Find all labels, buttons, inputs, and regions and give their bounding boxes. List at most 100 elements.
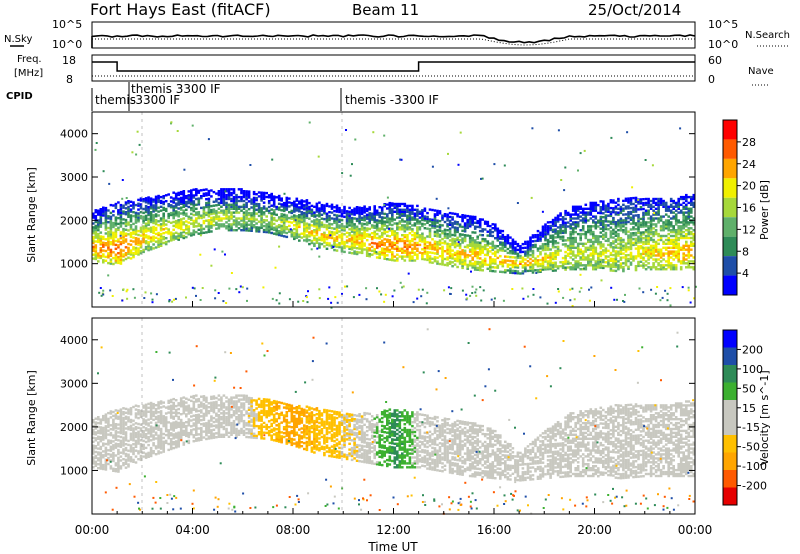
echo-cell	[132, 201, 135, 204]
echo-cell	[418, 222, 422, 225]
echo-cell	[388, 240, 392, 244]
echo-cell	[483, 238, 487, 241]
echo-cell	[456, 250, 459, 253]
colorbar-segment	[723, 236, 737, 257]
echo-cell	[687, 250, 691, 253]
echo-cell	[569, 256, 572, 259]
echo-cell	[227, 207, 231, 210]
echo-cell	[388, 201, 392, 205]
echo-cell	[674, 201, 678, 205]
echo-cell	[159, 195, 163, 199]
echo-cell	[388, 223, 392, 226]
echo-cell	[270, 212, 273, 215]
echo-cell	[659, 234, 663, 238]
echo-cell	[129, 227, 133, 231]
echo-cell	[438, 239, 442, 242]
echo-cell	[597, 242, 600, 246]
echo-cell	[315, 208, 319, 211]
echo-cell	[320, 237, 324, 240]
echo-cell	[137, 241, 140, 244]
echo-cell	[338, 208, 341, 212]
echo-cell	[571, 223, 575, 226]
echo-cell	[644, 268, 648, 271]
echo-cell	[368, 219, 371, 223]
echo-cell	[370, 212, 374, 215]
echo-cell	[544, 227, 547, 230]
echo-cell	[227, 188, 231, 191]
echo-cell	[380, 239, 384, 242]
echo-cell	[144, 218, 148, 221]
echo-cell	[149, 197, 153, 200]
echo-cell	[624, 260, 628, 263]
echo-cell	[413, 218, 417, 221]
echo-cell	[478, 241, 482, 244]
echo-cell	[330, 236, 334, 240]
echo-cell	[370, 232, 374, 235]
echo-cell	[137, 204, 140, 207]
echo-cell	[391, 212, 394, 215]
echo-cell	[174, 196, 178, 199]
echo-cell	[157, 239, 160, 242]
echo-cell	[674, 223, 678, 226]
echo-cell	[325, 243, 329, 247]
scatter-cell	[650, 288, 653, 291]
echo-cell	[401, 210, 404, 213]
echo-cell	[363, 234, 366, 237]
echo-cell	[426, 235, 429, 238]
echo-cell	[604, 226, 608, 229]
echo-cell	[401, 247, 404, 250]
echo-cell	[107, 425, 110, 428]
echo-cell	[690, 240, 693, 244]
echo-cell	[277, 218, 281, 221]
echo-cell	[481, 251, 484, 254]
echo-cell	[293, 227, 296, 231]
echo-cell	[609, 214, 613, 218]
noise-right-label: N.Search	[745, 30, 790, 41]
echo-cell	[690, 230, 693, 234]
echo-cell	[597, 225, 600, 228]
echo-cell	[92, 448, 95, 451]
echo-cell	[380, 208, 384, 211]
echo-cell	[418, 210, 422, 213]
echo-cell	[119, 231, 123, 234]
echo-cell	[242, 219, 246, 222]
echo-cell	[177, 201, 180, 204]
echo-cell	[592, 203, 595, 206]
echo-cell	[255, 202, 258, 206]
echo-cell	[117, 240, 120, 243]
echo-cell	[431, 257, 434, 260]
echo-cell	[436, 260, 439, 263]
echo-cell	[431, 208, 434, 212]
echo-cell	[179, 202, 183, 205]
echo-cell	[443, 213, 447, 216]
echo-cell	[649, 221, 653, 224]
scatter-cell	[399, 281, 402, 284]
echo-cell	[252, 224, 256, 227]
echo-cell	[622, 213, 625, 216]
echo-cell	[325, 247, 329, 250]
echo-cell	[350, 242, 354, 245]
echo-cell	[672, 254, 675, 257]
echo-cell	[516, 244, 520, 248]
echo-cell	[393, 255, 397, 258]
echo-cell	[685, 234, 688, 238]
echo-cell	[632, 206, 635, 210]
echo-cell	[609, 210, 613, 214]
echo-cell	[569, 266, 572, 269]
scatter-cell	[239, 285, 242, 288]
echo-cell	[119, 223, 123, 226]
echo-cell	[92, 239, 95, 243]
echo-cell	[139, 448, 143, 452]
echo-cell	[252, 192, 256, 196]
echo-cell	[669, 252, 673, 255]
echo-cell	[200, 228, 203, 231]
echo-cell	[473, 268, 477, 271]
echo-cell	[652, 219, 655, 222]
echo-cell	[144, 228, 148, 231]
echo-cell	[383, 242, 386, 245]
echo-cell	[468, 219, 472, 222]
echo-cell	[325, 216, 329, 219]
echo-cell	[401, 257, 404, 260]
echo-cell	[308, 235, 311, 238]
echo-cell	[654, 223, 658, 226]
